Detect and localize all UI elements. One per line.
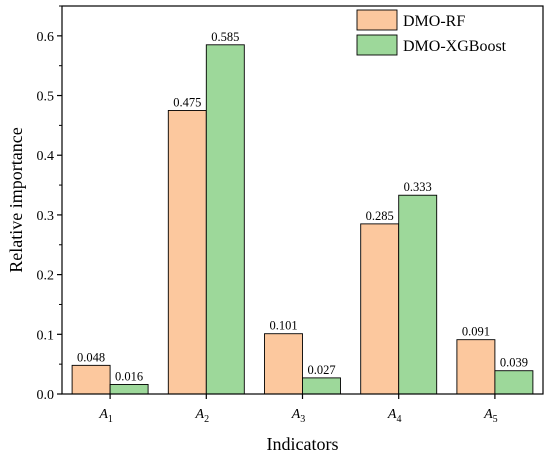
bar-dmo-rf [360, 223, 400, 395]
legend-label: DMO-RF [403, 13, 465, 30]
x-tick-label: A4 [387, 407, 402, 425]
data-label: 0.101 [269, 319, 297, 333]
data-label: 0.016 [115, 369, 143, 383]
y-axis-title: Relative importance [6, 127, 26, 272]
data-label: 0.048 [77, 350, 105, 364]
x-axis-title: Indicators [267, 434, 339, 454]
data-label: 0.039 [500, 356, 528, 370]
legend: DMO-RF DMO-XGBoost [356, 9, 507, 56]
y-tick-label: 0.4 [37, 149, 55, 164]
x-axis: A1 A2 A3 A4 A5 [98, 394, 498, 425]
bar-dmo-xgboost [109, 383, 149, 395]
y-tick-label: 0.6 [37, 30, 55, 45]
x-tick-label: A1 [98, 407, 113, 425]
bar-dmo-xgboost [398, 194, 438, 395]
bar-dmo-rf [264, 333, 303, 395]
x-tick-label: A2 [195, 407, 210, 425]
data-label: 0.027 [307, 363, 335, 377]
data-label: 0.285 [366, 209, 394, 223]
y-tick-label: 0.3 [37, 209, 55, 224]
bar-dmo-rf [167, 110, 207, 395]
legend-label: DMO-XGBoost [403, 38, 507, 55]
data-label: 0.585 [211, 30, 239, 44]
x-tick-label: A5 [483, 407, 498, 425]
bars-layer [71, 44, 534, 395]
y-tick-label: 0.5 [37, 90, 55, 105]
bar-dmo-xgboost [494, 370, 534, 395]
legend-swatch-dmo-xgboost [356, 34, 398, 56]
bar-dmo-rf [71, 364, 111, 395]
y-tick-label: 0.0 [37, 388, 55, 403]
y-tick-label: 0.1 [37, 328, 55, 343]
y-axis: 0.0 0.1 0.2 0.3 0.4 0.5 0.6 [37, 5, 62, 403]
legend-swatch-dmo-rf [356, 9, 398, 31]
x-tick-label: A3 [291, 407, 306, 425]
data-label: 0.333 [404, 180, 432, 194]
bar-dmo-rf [456, 339, 496, 395]
bar-dmo-xgboost [302, 377, 341, 395]
data-label: 0.475 [173, 95, 201, 109]
data-label: 0.091 [462, 325, 490, 339]
bar-dmo-xgboost [205, 44, 245, 395]
data-labels-layer: 0.048 0.016 0.475 0.585 0.101 0.027 0.285 0.333… [77, 30, 528, 384]
y-tick-label: 0.2 [37, 269, 55, 284]
